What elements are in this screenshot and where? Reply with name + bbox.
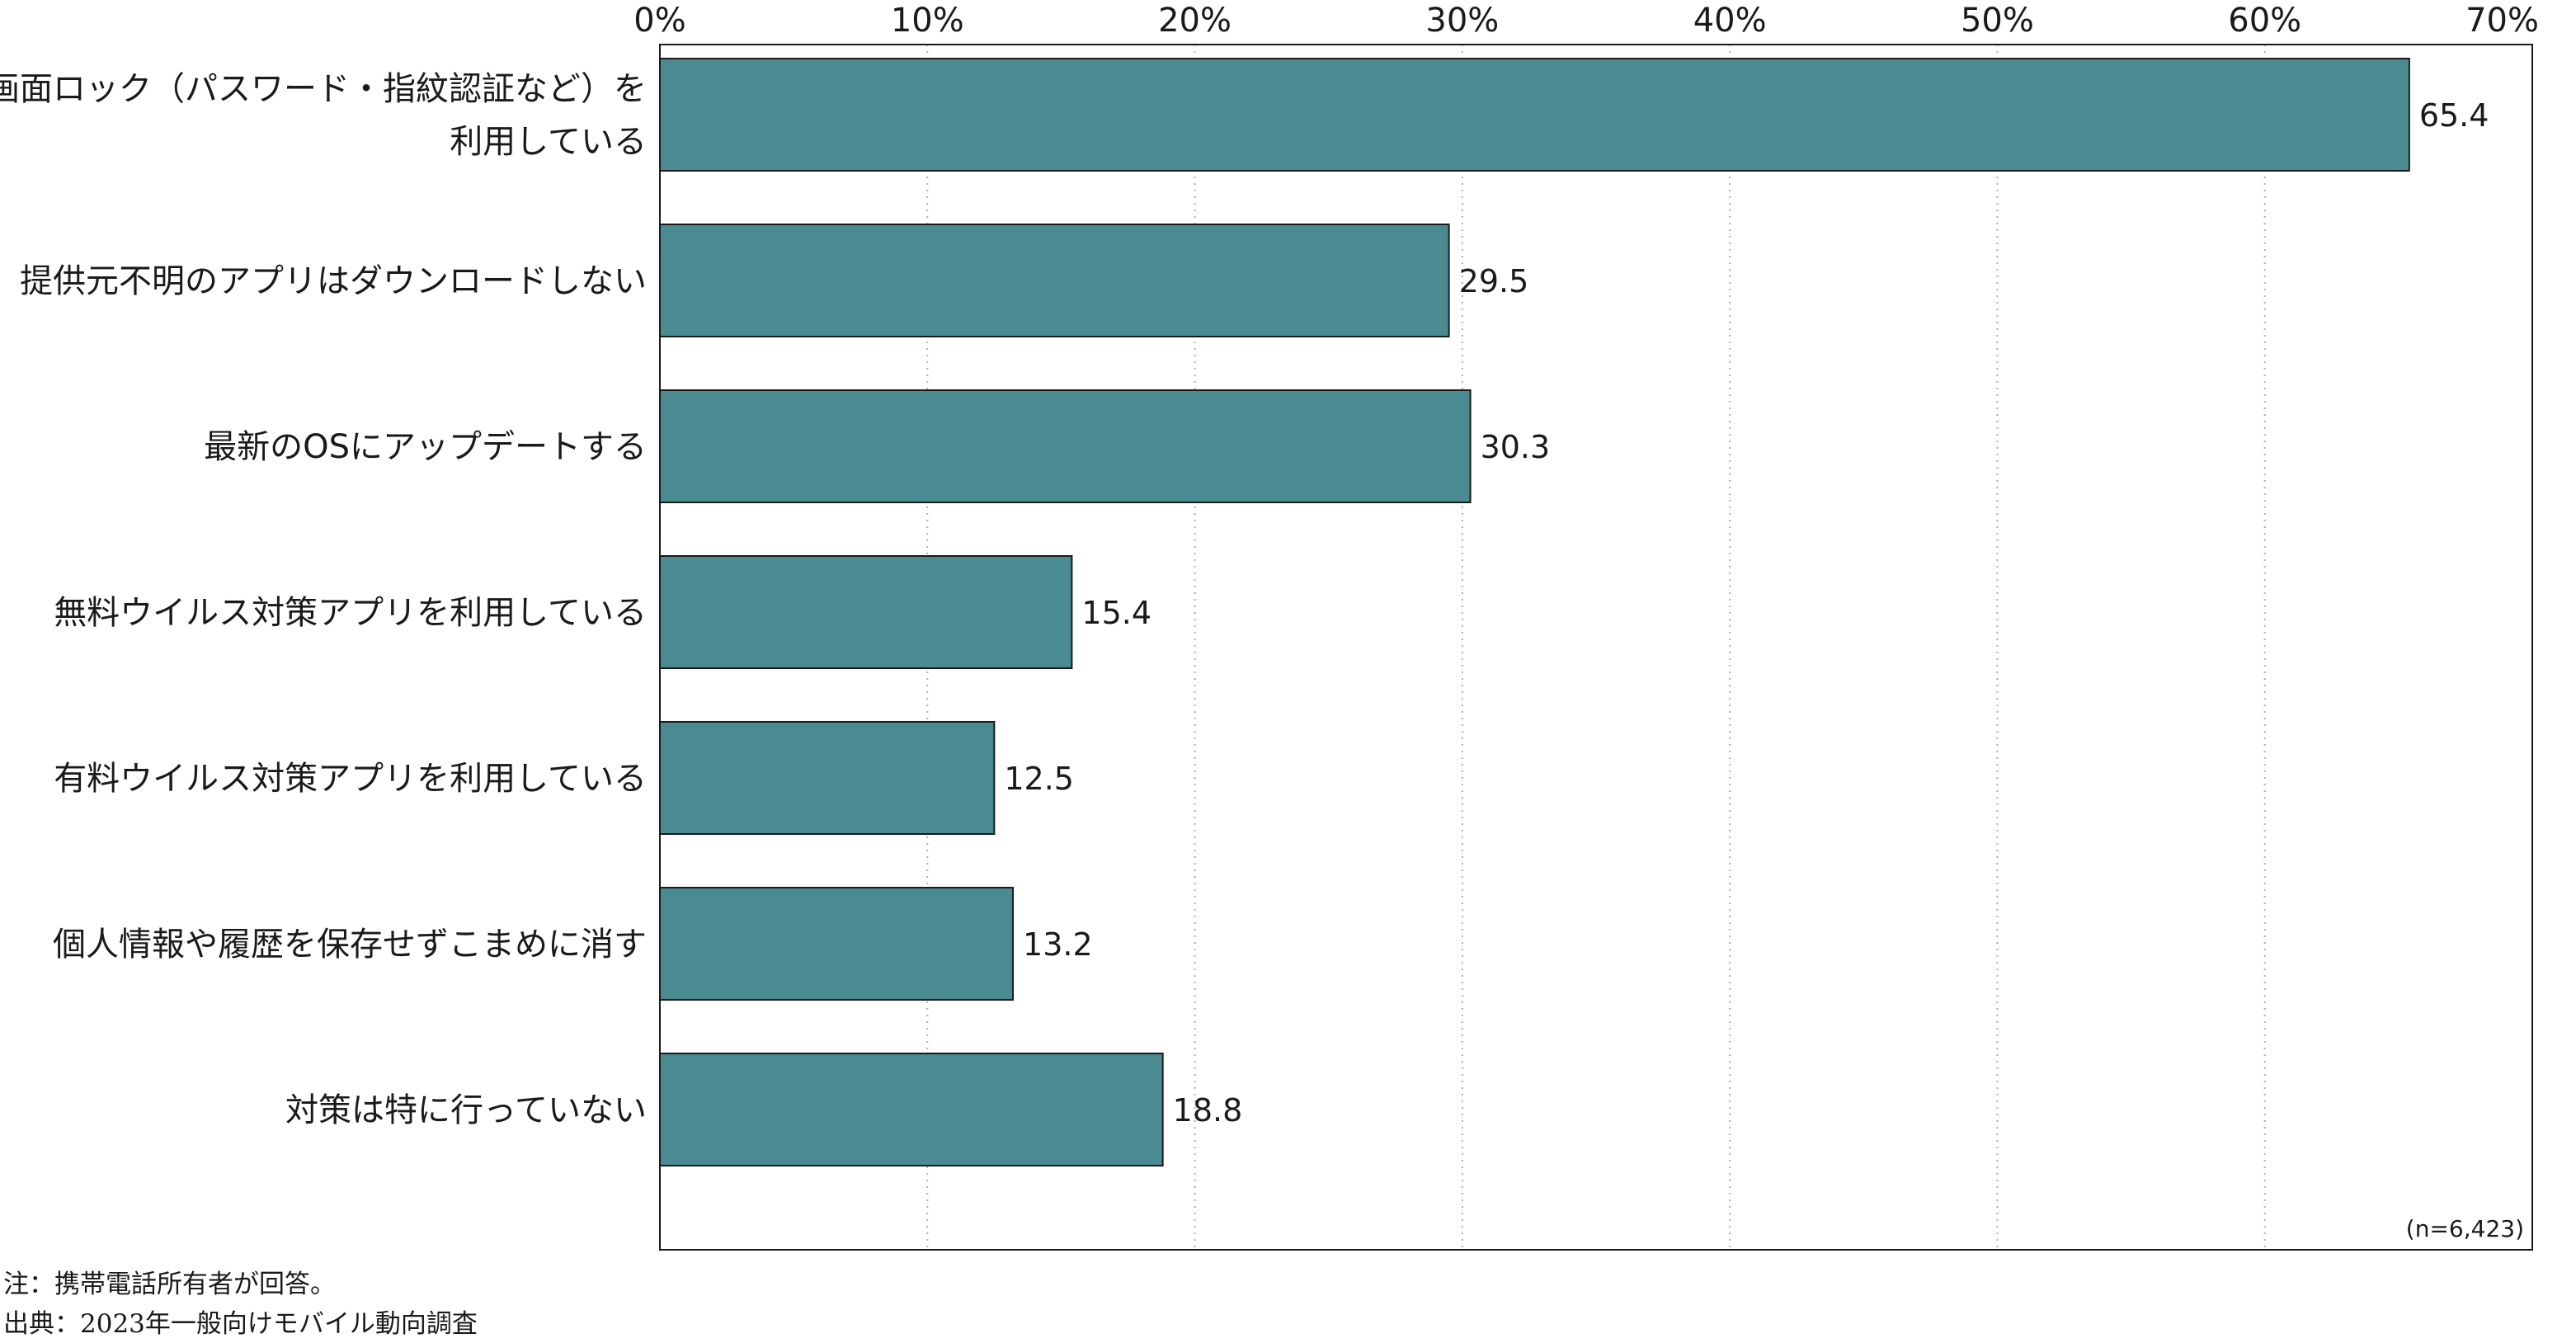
category-label: 最新のOSにアップデートする	[204, 428, 647, 466]
x-tick-label: 50%	[1961, 2, 2034, 40]
category-label: 提供元不明のアプリはダウンロードしない	[20, 262, 647, 300]
value-labels: 65.4 29.5 30.3 15.4 12.5 13.2 18.8	[1004, 97, 2489, 1129]
x-axis-ticks: 0% 10% 20% 30% 40% 50% 60% 70%	[633, 2, 2539, 40]
bar	[659, 389, 1472, 503]
x-tick-label: 60%	[2228, 2, 2301, 40]
category-label-line: 利用している	[450, 123, 647, 161]
value-label: 12.5	[1004, 761, 1074, 797]
category-label-line: 対策は特に行っていない	[285, 1091, 647, 1129]
category-labels: 画面ロック（パスワード・指紋認証など）を利用している提供元不明のアプリはダウンロ…	[0, 70, 647, 1129]
source-note: 出典：2023年一般向けモバイル動向調査	[3, 1309, 478, 1339]
bar	[659, 887, 1015, 1001]
x-tick-label: 40%	[1693, 2, 1767, 40]
plot-frame	[659, 44, 2533, 1251]
x-tick-label: 0%	[633, 2, 685, 40]
value-label: 30.3	[1481, 429, 1551, 465]
value-label: 29.5	[1459, 263, 1529, 299]
x-tick-label: 30%	[1425, 2, 1499, 40]
category-label: 個人情報や履歴を保存せずこまめに消す	[53, 926, 647, 964]
bar	[659, 721, 996, 835]
value-label: 18.8	[1173, 1092, 1243, 1129]
x-tick-label: 70%	[2465, 2, 2539, 40]
value-label: 65.4	[2419, 97, 2489, 134]
category-label: 有料ウイルス対策アプリを利用している	[54, 760, 647, 798]
sample-size-label: (n=6,423)	[2406, 1215, 2524, 1242]
gridlines	[926, 45, 2266, 1250]
bar	[659, 555, 1073, 669]
category-label: 画面ロック（パスワード・指紋認証など）を利用している	[0, 70, 647, 161]
category-label-line: 個人情報や履歴を保存せずこまめに消す	[53, 926, 647, 964]
bars	[659, 58, 2410, 1166]
category-label: 無料ウイルス対策アプリを利用している	[54, 594, 647, 632]
x-tick-label: 20%	[1158, 2, 1231, 40]
category-label-line: 最新のOSにアップデートする	[204, 428, 647, 466]
footnote: 注：携帯電話所有者が回答。	[3, 1270, 336, 1299]
bar	[659, 58, 2410, 172]
category-label-line: 画面ロック（パスワード・指紋認証など）を	[0, 70, 647, 108]
category-label-line: 提供元不明のアプリはダウンロードしない	[20, 262, 647, 300]
category-label-line: 無料ウイルス対策アプリを利用している	[54, 594, 647, 632]
value-label: 15.4	[1081, 595, 1151, 631]
category-label: 対策は特に行っていない	[285, 1091, 647, 1129]
bar	[659, 224, 1450, 337]
x-tick-label: 10%	[891, 2, 964, 40]
value-label: 13.2	[1023, 926, 1093, 963]
bar	[659, 1053, 1164, 1166]
category-label-line: 有料ウイルス対策アプリを利用している	[54, 760, 647, 798]
